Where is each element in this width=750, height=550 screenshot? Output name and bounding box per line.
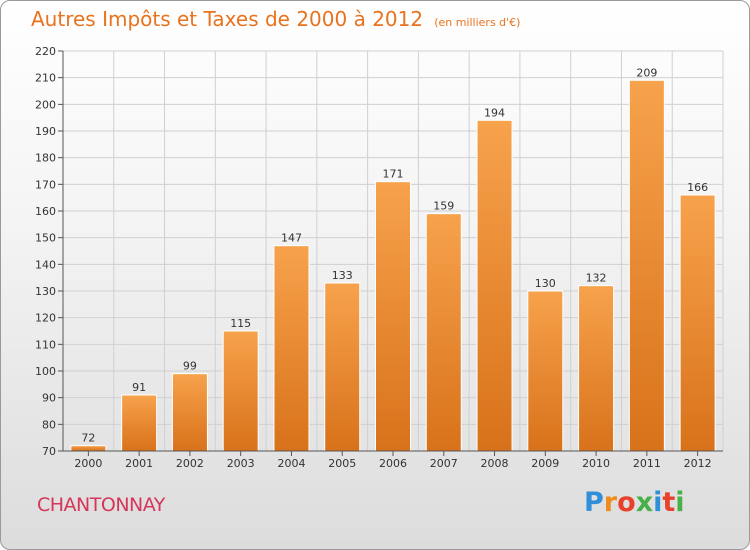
logo-letter: t [662,487,676,518]
x-tick-label: 2006 [379,457,407,470]
y-tick-label: 160 [35,205,56,218]
y-tick-label: 120 [35,312,56,325]
y-tick-label: 110 [35,338,56,351]
y-tick-label: 150 [35,232,56,245]
bars: 72 91 99 115 147 133 171 159 194 130 132 209 166 [70,66,716,452]
y-tick-label: 200 [35,98,56,111]
bar-2001 [121,394,158,452]
data-label: 194 [484,106,505,119]
data-label: 99 [183,360,197,373]
y-tick-label: 100 [35,365,56,378]
bar-2006 [375,181,411,452]
x-tick-label: 2005 [328,457,356,470]
logo-letter: o [617,487,636,518]
x-tick-label: 2003 [227,457,255,470]
bar-2007 [425,213,462,452]
y-tick-label: 140 [35,258,56,271]
y-tick-label: 210 [35,72,56,85]
data-label: 209 [636,66,657,79]
data-label: 147 [281,232,302,245]
x-tick-label: 2002 [176,457,204,470]
x-tick-label: 2004 [277,457,305,470]
y-tick-label: 90 [42,392,56,405]
data-label: 171 [383,168,404,181]
proxiti-logo[interactable]: Proxiti [584,487,685,518]
y-tick-label: 180 [35,152,56,165]
x-tick-label: 2009 [531,457,559,470]
y-tick-label: 220 [35,45,56,58]
y-tick-label: 130 [35,285,56,298]
x-tick-label: 2008 [481,457,509,470]
y-tick-label: 190 [35,125,56,138]
data-label: 166 [687,181,708,194]
chart-subtitle: (en milliers d'€) [434,16,521,29]
data-label: 159 [433,200,454,213]
data-label: 115 [230,317,251,330]
chart-header: Autres Impôts et Taxes de 2000 à 2012 (e… [31,7,520,31]
data-label: 91 [132,381,146,394]
bar-2005 [324,282,361,452]
bar-2002 [171,373,208,452]
x-tick-label: 2007 [430,457,458,470]
bar-2011 [628,79,665,452]
logo-letter: i [653,487,663,518]
commune-name: CHANTONNAY [37,494,165,516]
logo-letter: x [635,487,654,518]
bar-2008 [476,119,513,452]
y-tick-label: 70 [42,445,56,458]
logo-letter: r [603,487,618,518]
data-label: 130 [535,277,556,290]
x-tick-label: 2012 [684,457,712,470]
x-tick-label: 2001 [125,457,153,470]
axes: 7080901001101201301401501601701801902002… [35,45,723,470]
y-tick-label: 170 [35,178,56,191]
data-label: 72 [81,432,95,445]
logo-letter: i [675,487,685,518]
bar-2004 [273,245,310,452]
y-tick-label: 80 [42,418,56,431]
chart-title: Autres Impôts et Taxes de 2000 à 2012 [31,7,424,31]
bar-2003 [222,330,259,452]
x-tick-label: 2011 [633,457,661,470]
x-tick-label: 2010 [582,457,610,470]
bar-2012 [679,194,716,452]
data-label: 132 [586,272,607,285]
data-label: 133 [332,269,353,282]
bar-2009 [527,290,564,452]
bar-2000 [70,445,107,452]
bar-2010 [578,285,615,452]
x-tick-label: 2000 [74,457,102,470]
logo-letter: P [584,487,604,518]
